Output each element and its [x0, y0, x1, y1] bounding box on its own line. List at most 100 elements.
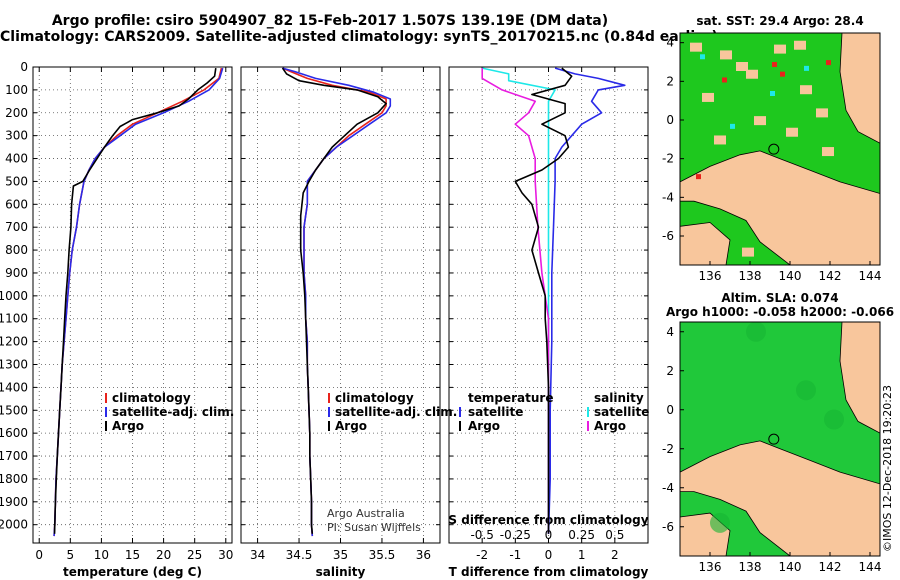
y-tick-label: 500 — [5, 174, 28, 188]
lat-tick-label: -6 — [662, 520, 674, 534]
anomaly-blob — [746, 321, 766, 342]
legend-label: satellite-adj. clim. — [335, 405, 457, 419]
warm-cell — [780, 71, 785, 77]
cool-cell — [730, 123, 735, 129]
series-satellite-adj — [53, 67, 224, 537]
lon-tick-label: 140 — [779, 560, 802, 574]
lat-tick-label: -2 — [662, 442, 674, 456]
sst-map-title: sat. SST: 29.4 Argo: 28.4 — [696, 14, 864, 28]
lon-tick-label: 142 — [819, 269, 842, 283]
legend-label: climatology — [335, 391, 414, 405]
x-tick-label: 30 — [218, 548, 233, 562]
y-tick-label: 300 — [5, 129, 28, 143]
y-tick-label: 400 — [5, 152, 28, 166]
lat-tick-label: -4 — [662, 190, 674, 204]
y-tick-label: 200 — [5, 106, 28, 120]
y-tick-label: 1100 — [0, 312, 28, 326]
masked-cell — [746, 69, 758, 79]
y-tick-label: 1400 — [0, 380, 28, 394]
masked-cell — [816, 108, 828, 118]
credit-text: ©IMOS 12-Dec-2018 19:20:23 — [881, 385, 894, 552]
lon-tick-label: 142 — [819, 560, 842, 574]
anomaly-blob — [710, 512, 730, 533]
series-salinity-argo — [481, 68, 550, 534]
legend-label: Argo — [468, 419, 500, 433]
y-tick-label: 1200 — [0, 335, 28, 349]
masked-cell — [794, 40, 806, 50]
lat-tick-label: -6 — [662, 229, 674, 243]
legend-temperature-heading: temperature — [468, 391, 553, 405]
panel-temperature: 0100200300400500600700800900100011001200… — [0, 60, 234, 579]
masked-cell — [800, 85, 812, 95]
series-argo — [53, 67, 217, 534]
y-tick-label: 1000 — [0, 289, 28, 303]
legend-label: climatology — [112, 391, 191, 405]
x-tick-label: 15 — [125, 548, 140, 562]
x-axis-label: T difference from climatology — [449, 565, 649, 579]
map-frame — [679, 32, 881, 266]
masked-cell — [736, 62, 748, 71]
lon-tick-label: 138 — [739, 560, 762, 574]
argo-position-marker — [768, 143, 780, 155]
x-tick-label: 0 — [545, 548, 553, 562]
x-tick-label: 36 — [416, 548, 431, 562]
series-climatology — [282, 67, 387, 537]
series-temperature-satellite — [547, 67, 626, 534]
secondary-tick-label: -0.25 — [500, 528, 531, 542]
series-satellite-adj — [282, 67, 392, 537]
y-tick-label: 1300 — [0, 358, 28, 372]
secondary-tick-label: -0.5 — [470, 528, 493, 542]
cool-cell — [804, 65, 809, 71]
masked-cell — [822, 147, 834, 157]
x-tick-label: 35.5 — [369, 548, 396, 562]
y-tick-label: 0 — [20, 60, 28, 74]
lon-tick-label: 136 — [699, 560, 722, 574]
sla-map: 136 138 140 142 144 4 2 0 -2 -4 -6 — [662, 321, 881, 574]
x-tick-label: 34.5 — [286, 548, 313, 562]
lon-tick-label: 138 — [739, 269, 762, 283]
series-climatology — [53, 67, 223, 537]
x-tick-label: 5 — [66, 548, 74, 562]
y-tick-label: 1900 — [0, 495, 28, 509]
legend-label: satellite — [594, 405, 649, 419]
lon-tick-label: 136 — [699, 269, 722, 283]
lat-tick-label: 0 — [666, 113, 674, 127]
secondary-tick-label: 0 — [545, 528, 553, 542]
x-tick-label: 2 — [611, 548, 619, 562]
warm-cell — [722, 77, 727, 83]
masked-cell — [774, 44, 786, 54]
cool-cell — [700, 54, 705, 60]
argo-position-marker — [768, 433, 780, 445]
x-tick-label: 25 — [187, 548, 202, 562]
masked-cell — [694, 232, 706, 242]
lat-tick-label: 2 — [666, 364, 674, 378]
lat-tick-label: -4 — [662, 481, 674, 495]
x-tick-label: 34 — [250, 548, 265, 562]
series-temperature-argo — [514, 67, 573, 534]
attribution-line1: Argo Australia — [327, 507, 405, 520]
y-tick-label: 600 — [5, 197, 28, 211]
secondary-tick-label: 0.25 — [568, 528, 595, 542]
plot-frame — [240, 66, 441, 544]
x-tick-label: -2 — [476, 548, 488, 562]
legend-label: satellite-adj. clim. — [112, 405, 234, 419]
masked-cell — [754, 116, 766, 126]
header-line1: Argo profile: csiro 5904907_82 15-Feb-20… — [51, 13, 609, 29]
sla-map-subtitle: Argo h1000: -0.058 h2000: -0.066 — [665, 305, 895, 319]
legend-label: Argo — [594, 419, 626, 433]
x-tick-label: -1 — [509, 548, 521, 562]
warm-cell — [772, 62, 777, 67]
masked-cell — [714, 135, 726, 145]
legend-label: Argo — [112, 419, 144, 433]
anomaly-blob — [796, 380, 816, 401]
legend-salinity-heading: salinity — [594, 391, 644, 405]
plot-frame — [32, 66, 233, 544]
masked-cell — [702, 92, 714, 102]
secondary-tick-label: 0.5 — [605, 528, 624, 542]
legend-label: satellite — [468, 405, 523, 419]
series-salinity-satellite — [482, 67, 556, 534]
attribution-line2: PI: Susan Wijffels — [327, 521, 421, 534]
y-tick-label: 1600 — [0, 426, 28, 440]
x-axis-label: temperature (deg C) — [63, 565, 202, 579]
